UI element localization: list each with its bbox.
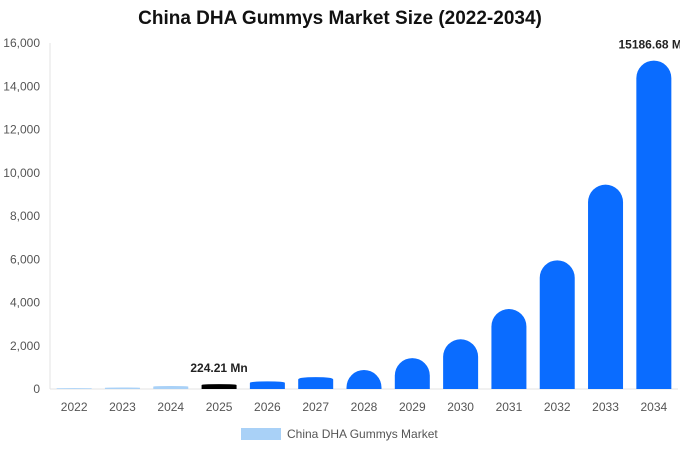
bar-2028 <box>346 369 382 389</box>
x-tick-label: 2026 <box>254 400 281 414</box>
bar-2031 <box>491 308 527 389</box>
bar-group <box>56 60 672 389</box>
bar-2034 <box>636 60 672 389</box>
x-tick-label: 2028 <box>351 400 378 414</box>
y-tick-label: 10,000 <box>3 166 40 180</box>
bar-2027 <box>298 377 334 389</box>
data-label-group: 224.21 Mn 15186.68 Mn <box>190 38 680 376</box>
bar-2032 <box>539 260 575 389</box>
bar-2033 <box>588 184 624 389</box>
x-tick-label: 2030 <box>447 400 474 414</box>
legend-swatch <box>241 428 281 440</box>
x-tick-label: 2025 <box>206 400 233 414</box>
bar-2022 <box>56 388 92 389</box>
y-tick-label: 0 <box>33 382 40 396</box>
bar-2024 <box>153 385 189 389</box>
data-label-2025: 224.21 Mn <box>190 361 247 375</box>
bar-2030 <box>443 339 479 389</box>
bar-2025 <box>201 384 237 389</box>
data-label-2034: 15186.68 Mn <box>618 38 680 52</box>
x-tick-label: 2023 <box>109 400 136 414</box>
y-tick-label: 12,000 <box>3 123 40 137</box>
bar-2026 <box>249 381 285 389</box>
legend[interactable]: China DHA Gummys Market <box>241 425 438 443</box>
y-tick-label: 8,000 <box>10 209 40 223</box>
x-tick-label: 2034 <box>640 400 667 414</box>
x-tick-label: 2031 <box>496 400 523 414</box>
y-tick-label: 2,000 <box>10 339 40 353</box>
chart-title: China DHA Gummys Market Size (2022-2034) <box>138 8 542 29</box>
x-tick-label: 2027 <box>302 400 329 414</box>
legend-label: China DHA Gummys Market <box>287 427 438 441</box>
y-tick-label: 16,000 <box>3 36 40 50</box>
x-tick-label: 2029 <box>399 400 426 414</box>
y-tick-label: 6,000 <box>10 252 40 266</box>
x-tick-label: 2032 <box>544 400 571 414</box>
y-tick-label: 14,000 <box>3 79 40 93</box>
chart-axes: 0 2,000 4,000 6,000 8,000 10,000 12,000 14,000 1… <box>3 36 678 414</box>
x-tick-label: 2033 <box>592 400 619 414</box>
bar-2023 <box>104 387 140 389</box>
bar-2029 <box>394 358 430 389</box>
x-tick-label: 2022 <box>61 400 88 414</box>
y-tick-label: 4,000 <box>10 296 40 310</box>
x-tick-label: 2024 <box>157 400 184 414</box>
